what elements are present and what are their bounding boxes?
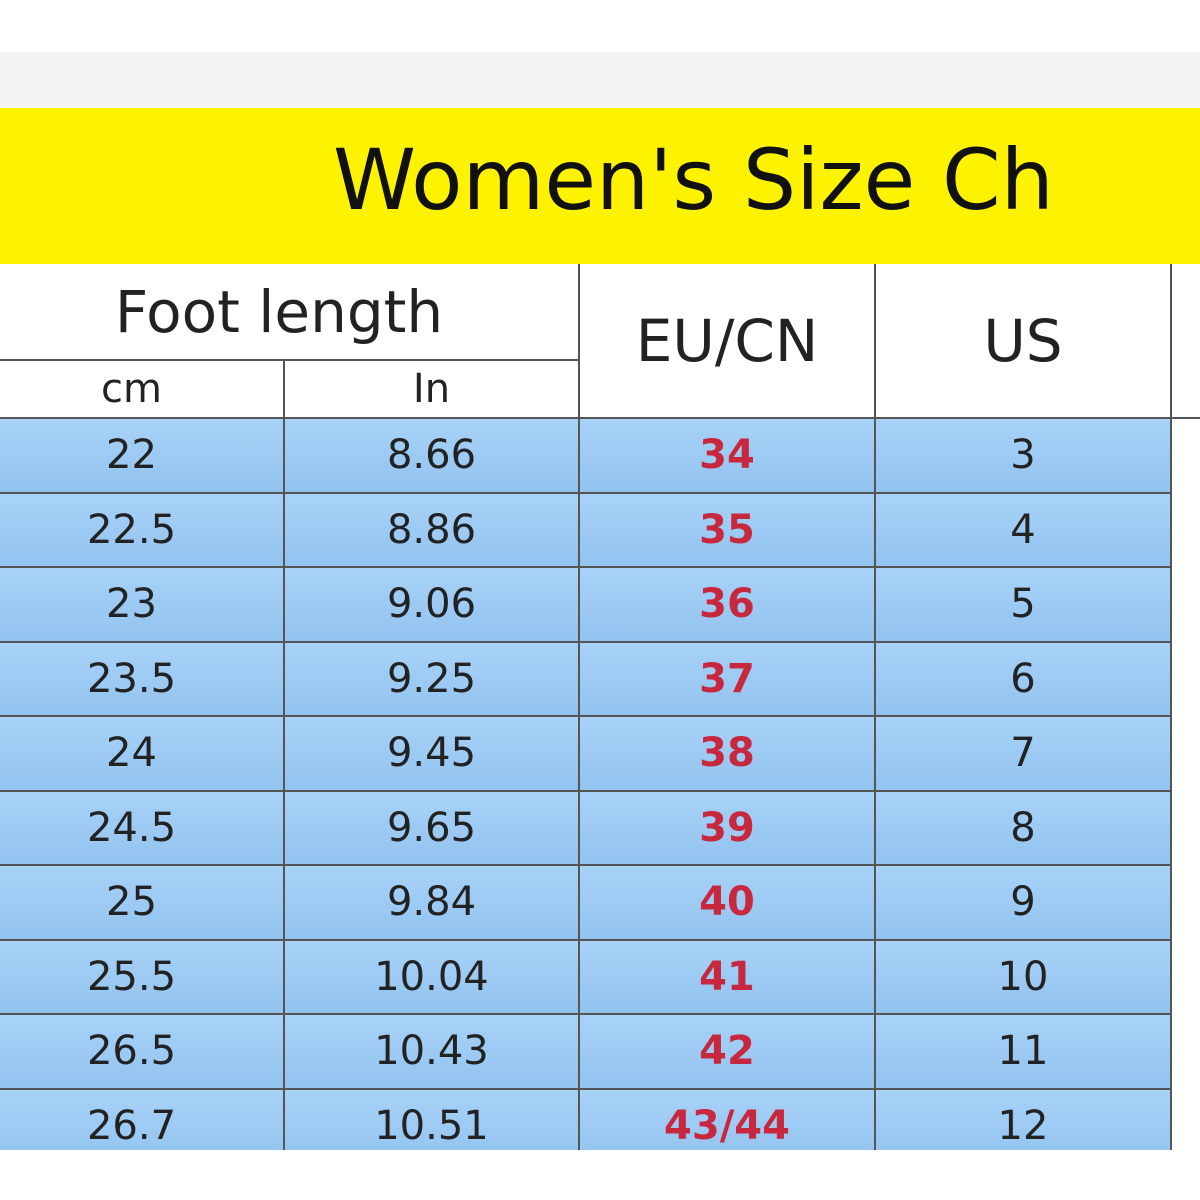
data-cell: 38 (580, 717, 876, 792)
top-band (0, 52, 1200, 108)
blank-cell (1172, 940, 1200, 1015)
data-cell: 9.06 (285, 568, 580, 643)
header-cell: EU/CN (580, 264, 876, 419)
data-cell: 25.5 (0, 940, 285, 1015)
data-cell: 9.65 (285, 791, 580, 866)
blank-cell (1172, 866, 1200, 941)
blank-cell (1172, 791, 1200, 866)
header-cell (1172, 264, 1200, 419)
data-cell: 41 (580, 940, 876, 1015)
data-cell: 7 (876, 717, 1172, 792)
data-cell: 22.5 (0, 493, 285, 568)
blank-cell (1172, 493, 1200, 568)
data-cell: 24 (0, 717, 285, 792)
header-cell: US (876, 264, 1172, 419)
header-cell: In (285, 361, 580, 419)
data-cell: 9 (876, 866, 1172, 941)
header-cell: Foot length (0, 264, 580, 361)
blank-cell (1172, 419, 1200, 494)
data-cell: 4 (876, 493, 1172, 568)
data-cell: 42 (580, 1015, 876, 1090)
data-cell: 26.5 (0, 1015, 285, 1090)
data-cell: 6 (876, 642, 1172, 717)
data-cell: 22 (0, 419, 285, 494)
data-cell: 25 (0, 866, 285, 941)
data-cell: 3 (876, 419, 1172, 494)
title-banner (0, 108, 1200, 264)
data-cell: 8.86 (285, 493, 580, 568)
data-cell: 11 (876, 1015, 1172, 1090)
header-cell: cm (0, 361, 285, 419)
data-cell: 35 (580, 493, 876, 568)
title: Women's Size Ch (333, 131, 1054, 229)
data-cell: 23 (0, 568, 285, 643)
data-cell: 10.43 (285, 1015, 580, 1090)
blank-cell (1172, 717, 1200, 792)
data-cell: 5 (876, 568, 1172, 643)
blank-cell (1172, 642, 1200, 717)
bottom-margin (0, 1150, 1200, 1200)
data-cell: 40 (580, 866, 876, 941)
data-cell: 36 (580, 568, 876, 643)
data-cell: 23.5 (0, 642, 285, 717)
data-cell: 9.25 (285, 642, 580, 717)
data-cell: 9.45 (285, 717, 580, 792)
blank-cell (1172, 1015, 1200, 1090)
data-cell: 39 (580, 791, 876, 866)
data-cell: 8.66 (285, 419, 580, 494)
data-cell: 37 (580, 642, 876, 717)
data-cell: 8 (876, 791, 1172, 866)
data-cell: 9.84 (285, 866, 580, 941)
data-cell: 34 (580, 419, 876, 494)
data-cell: 10.04 (285, 940, 580, 1015)
blank-cell (1172, 568, 1200, 643)
data-cell: 10 (876, 940, 1172, 1015)
data-cell: 24.5 (0, 791, 285, 866)
